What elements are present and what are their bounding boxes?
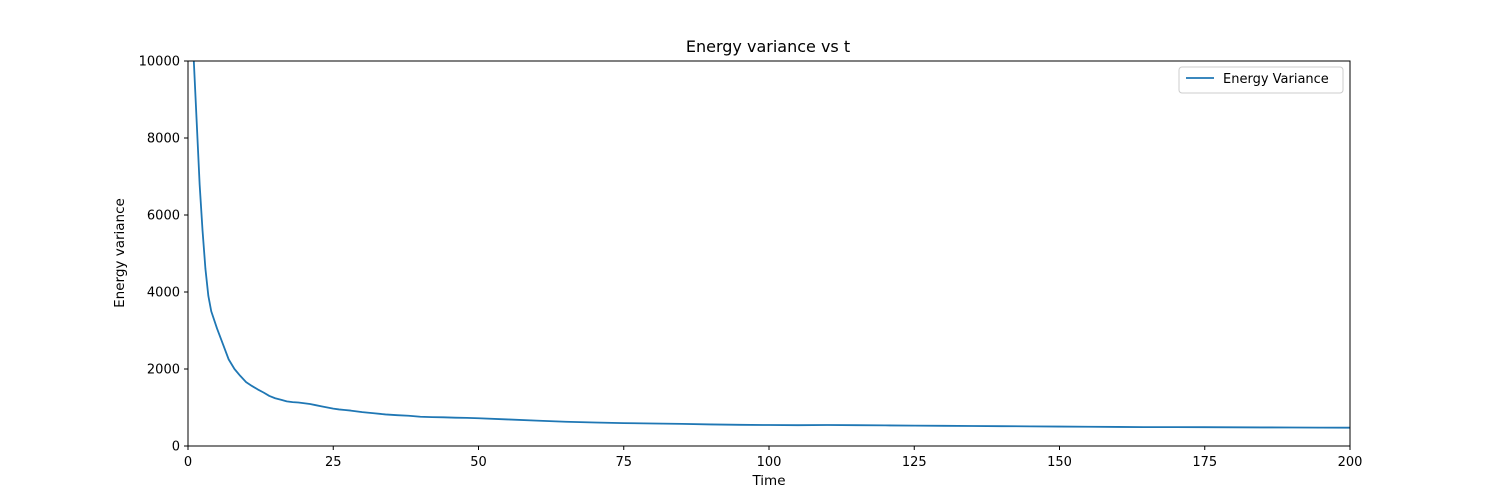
- x-axis-ticks: 0 25 50 75 100 125 150 175 200: [184, 446, 1363, 470]
- x-tick-label: 150: [1047, 455, 1072, 470]
- x-tick-label: 200: [1338, 455, 1363, 470]
- x-tick-label: 75: [615, 455, 632, 470]
- x-tick-label: 0: [184, 455, 192, 470]
- chart-title: Energy variance vs t: [686, 37, 850, 56]
- y-tick-label: 0: [172, 440, 180, 455]
- axes-frame: [187, 60, 1351, 447]
- y-axis-ticks: 0 2000 4000 6000 8000 10000: [139, 55, 188, 455]
- y-tick-label: 10000: [139, 55, 180, 70]
- y-tick-label: 6000: [147, 209, 180, 224]
- legend-box: [1178, 66, 1344, 94]
- x-axis-label: Time: [751, 473, 785, 489]
- series-line-energy-variance: [192, 60, 1351, 429]
- legend-label-energy-variance: Energy Variance: [1223, 72, 1329, 87]
- plot-area: [192, 60, 1351, 429]
- x-tick-label: 125: [902, 455, 927, 470]
- legend: Energy Variance: [1178, 66, 1344, 94]
- y-tick-label: 8000: [147, 132, 180, 147]
- y-tick-label: 4000: [147, 286, 180, 301]
- x-tick-label: 50: [470, 455, 487, 470]
- x-tick-label: 25: [325, 455, 342, 470]
- x-tick-label: 100: [757, 455, 782, 470]
- y-tick-label: 2000: [147, 363, 180, 378]
- x-tick-label: 175: [1192, 455, 1217, 470]
- y-axis-label: Energy variance: [112, 198, 128, 308]
